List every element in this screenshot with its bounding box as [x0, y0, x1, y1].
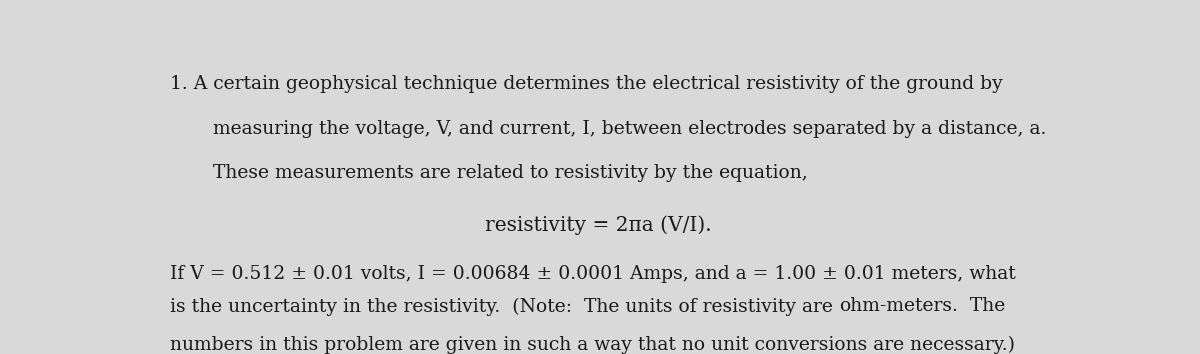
Text: 1. A certain geophysical technique determines the electrical resistivity of the : 1. A certain geophysical technique deter…	[170, 75, 1003, 93]
Text: numbers in this problem are given in such a way that no unit conversions are nec: numbers in this problem are given in suc…	[170, 336, 1015, 354]
Text: If V = 0.512 ± 0.01 volts, I = 0.00684 ± 0.0001 Amps, and a = 1.00 ± 0.01 meters: If V = 0.512 ± 0.01 volts, I = 0.00684 ±…	[170, 265, 1016, 282]
Text: These measurements are related to resistivity by the equation,: These measurements are related to resist…	[214, 164, 808, 182]
Text: is the uncertainty in the resistivity.  (Note:  The units of resistivity are: is the uncertainty in the resistivity. (…	[170, 297, 839, 316]
Text: ohm-meters: ohm-meters	[839, 297, 953, 315]
Text: resistivity = 2πa (V/I).: resistivity = 2πa (V/I).	[485, 216, 712, 235]
Text: .  The: . The	[953, 297, 1006, 315]
Text: measuring the voltage, V, and current, I, between electrodes separated by a dist: measuring the voltage, V, and current, I…	[214, 120, 1046, 138]
